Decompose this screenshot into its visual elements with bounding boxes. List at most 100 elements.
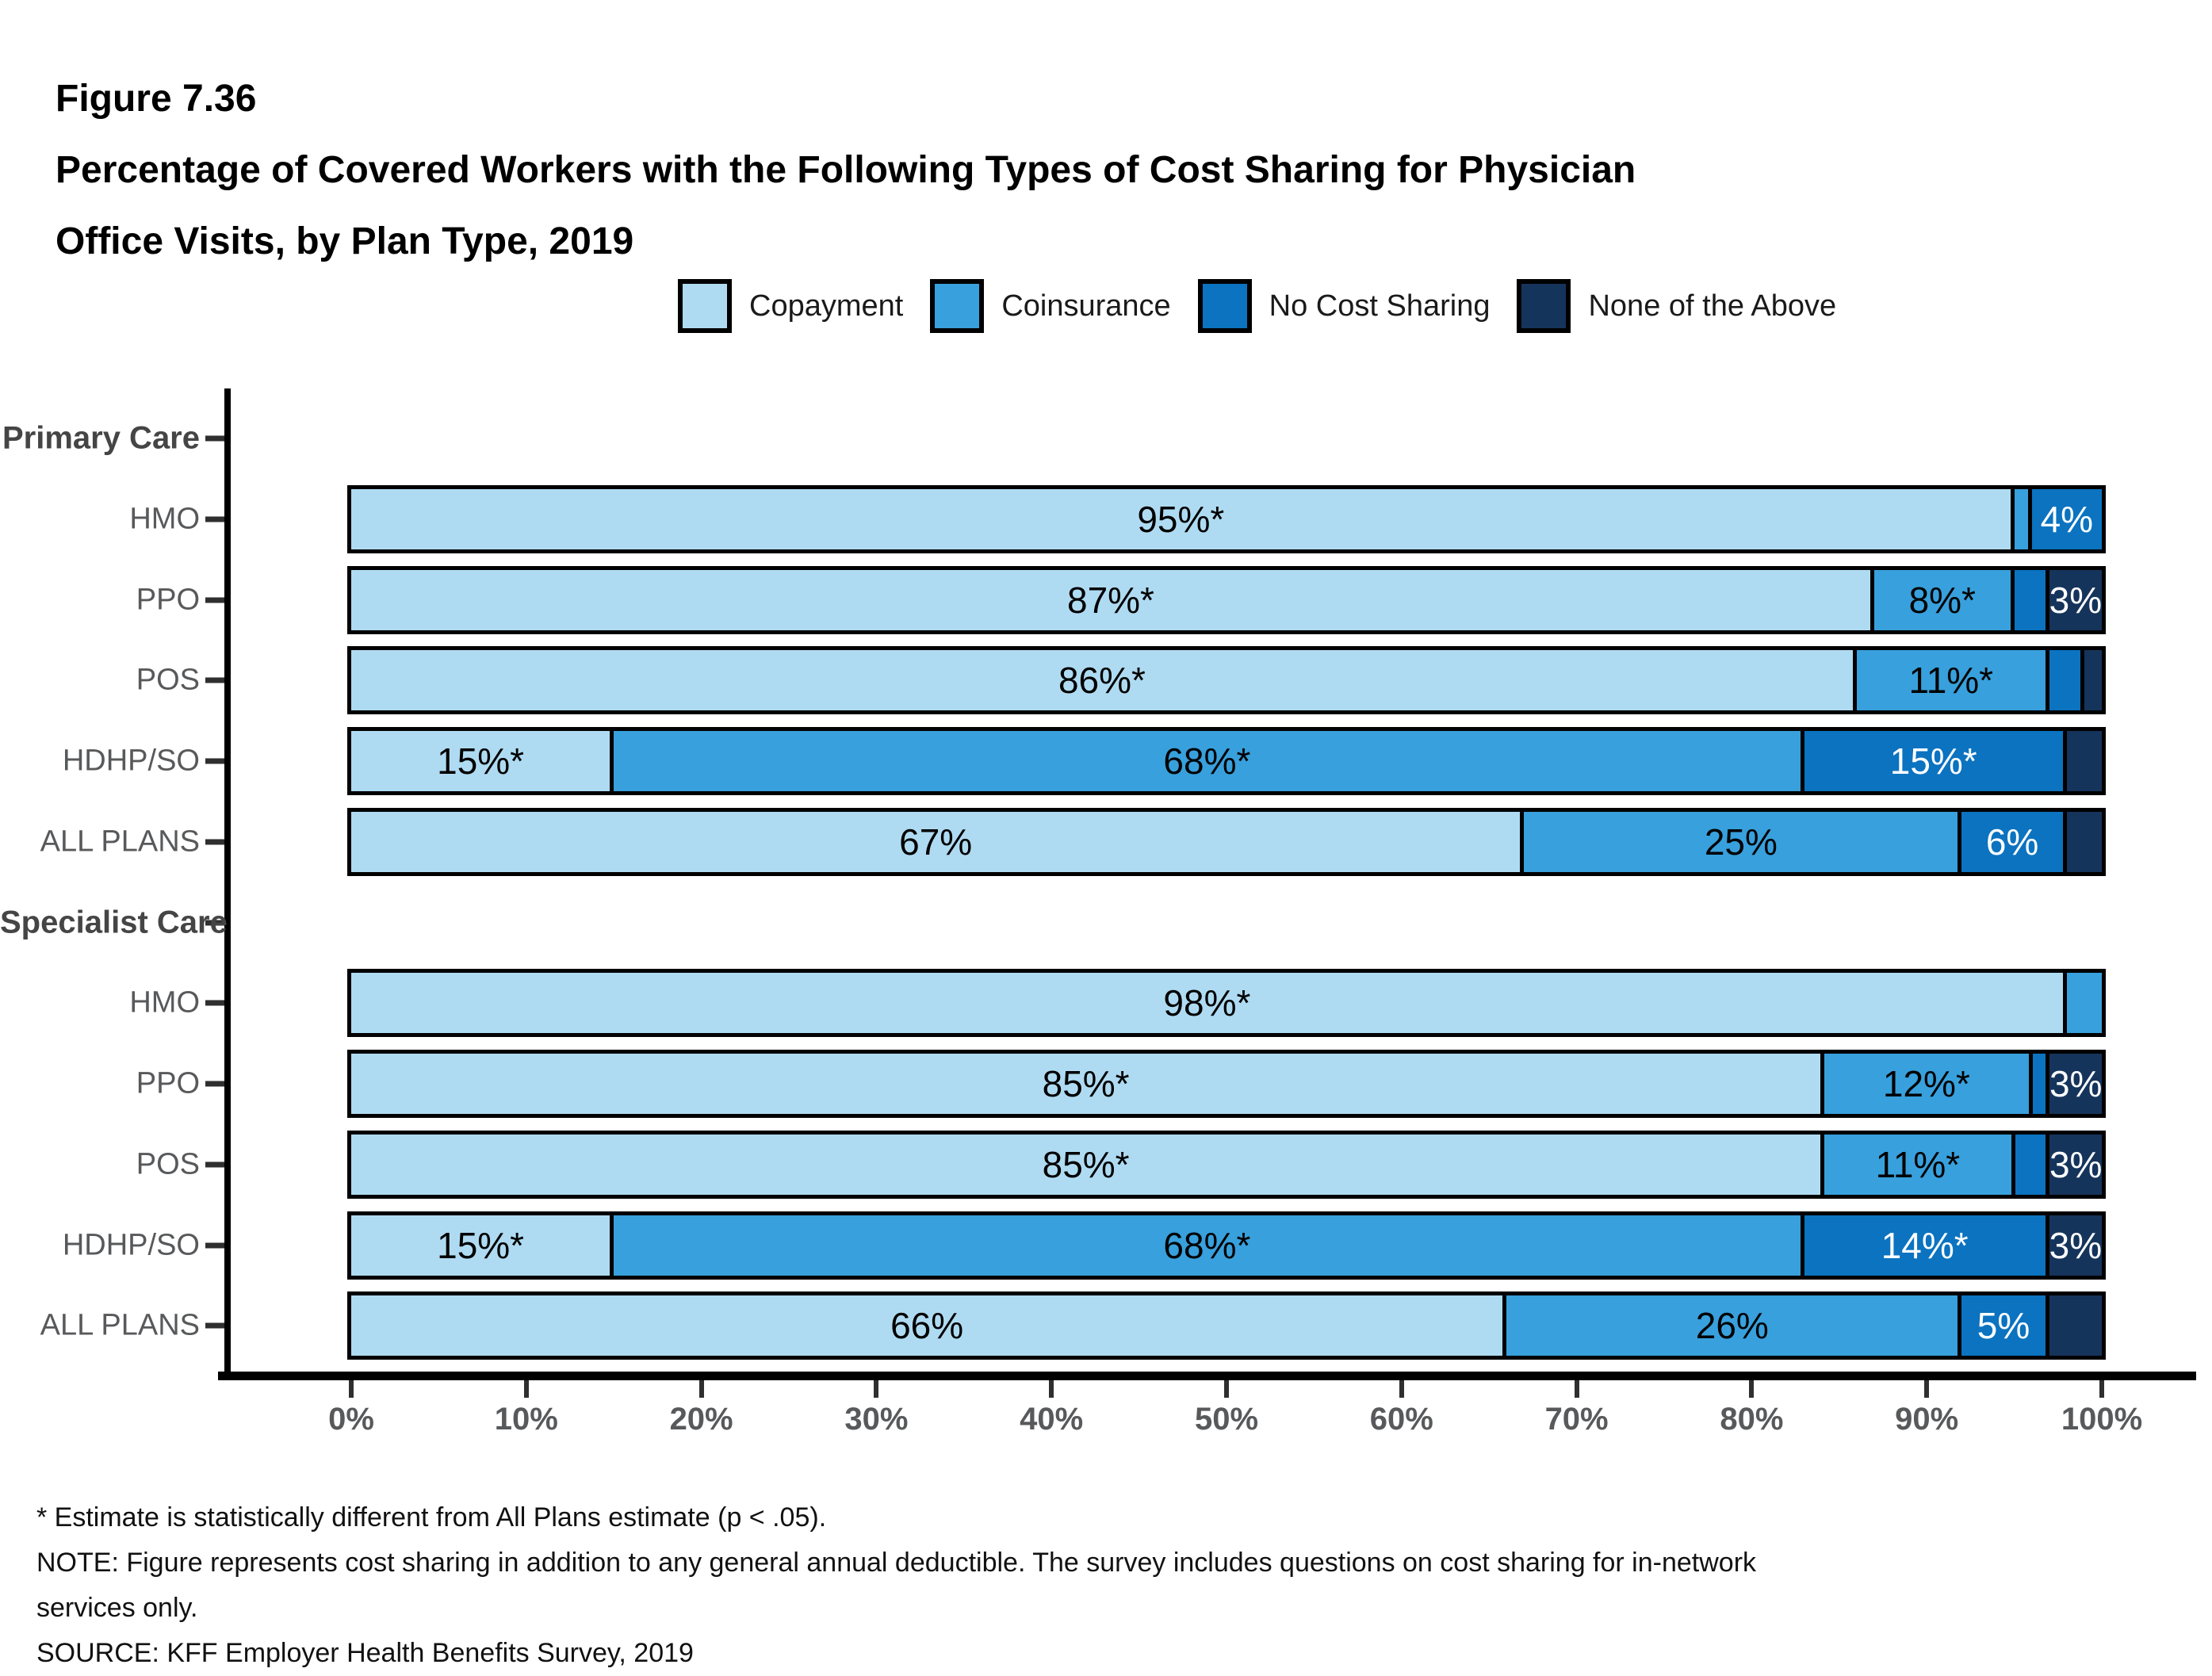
segment-coinsurance: 26% [1506,1295,1962,1356]
row-specialist-care-ppo: PPO 85%* 12%* 3% [0,1043,2212,1124]
segment-value-label: 14%* [1881,1224,1969,1266]
footnote-source: SOURCE: KFF Employer Health Benefits Sur… [36,1638,694,1668]
footnote-note-line1: NOTE: Figure represents cost sharing in … [36,1548,1757,1578]
segment-no-cost-sharing: 4% [2031,488,2102,549]
footnote-note-line2: services only. [36,1593,198,1623]
row-primary-care-ppo: PPO 87%* 8%* 3% [0,560,2212,641]
bar-specialist-care-hdhp-so: 15%* 68%* 14%* 3% [347,1211,2106,1280]
row-primary-care-hdhp-so: HDHP/SO 15%* 68%* 15%* [0,721,2212,802]
segment-copayment: 85%* [351,1054,1825,1114]
x-tick-label: 0% [328,1402,374,1437]
x-tick-label: 100% [2061,1402,2143,1437]
x-axis-tick [349,1380,354,1398]
y-axis-tick [205,1081,224,1087]
segment-no-cost-sharing: 6% [1961,811,2067,872]
group-header-label: Specialist Care [0,905,228,939]
segment-value-label: 11%* [1908,660,1994,702]
x-tick-label: 40% [1020,1402,1084,1437]
segment-value-label: 25% [1704,821,1778,863]
x-axis-tick [1749,1380,1755,1398]
segment-value-label: 98%* [1163,982,1251,1024]
segment-copayment: 66% [351,1295,1507,1356]
segment-no-cost-sharing: 14%* [1804,1215,2049,1276]
segment-value-label: 4% [2040,498,2094,540]
y-axis-tick [205,758,224,764]
row-primary-care-pos: POS 86%* 11%* [0,640,2212,721]
coinsurance-swatch-icon [930,279,985,333]
group-header-primary-care: Primary Care [0,398,2212,479]
segment-value-label: 85%* [1042,1063,1130,1104]
figure-label: Figure 7.36 [55,78,257,120]
segment-coinsurance: 8%* [1873,569,2015,630]
segment-copayment: 87%* [351,569,1874,630]
segment-value-label: 3% [2049,579,2103,621]
x-axis-tick [1924,1380,1930,1398]
segment-value-label: 15%* [437,740,525,782]
x-tick-label: 80% [1720,1402,1784,1437]
row-label: HMO [129,985,200,1020]
row-label: HDHP/SO [62,744,200,778]
legend-label: None of the Above [1588,289,1837,323]
segment-value-label: 87%* [1066,579,1154,621]
legend-item-copayment: Copayment [678,279,903,333]
y-axis-tick [205,435,224,442]
segment-none-of-the-above [2049,1295,2102,1356]
figure-title-line1: Percentage of Covered Workers with the F… [55,149,1636,191]
x-axis-tick [1574,1380,1579,1398]
segment-copayment: 67% [351,811,1525,872]
segment-copayment: 95%* [351,488,2015,549]
bar-primary-care-hdhp-so: 15%* 68%* 15%* [347,727,2106,795]
segment-coinsurance: 11%* [1856,650,2049,711]
segment-none-of-the-above [2066,731,2102,791]
segment-copayment: 15%* [351,731,614,791]
row-specialist-care-pos: POS 85%* 11%* 3% [0,1124,2212,1205]
x-axis-line [218,1372,2196,1380]
copayment-swatch-icon [678,279,732,333]
segment-none-of-the-above: 3% [2049,569,2103,630]
legend-label: No Cost Sharing [1269,289,1491,323]
none-of-the-above-swatch-icon [1517,279,1571,333]
x-axis-tick [698,1380,704,1398]
row-specialist-care-hmo: HMO 98%* [0,962,2212,1043]
segment-copayment: 98%* [351,973,2067,1034]
segment-no-cost-sharing [2014,569,2049,630]
y-axis-tick [205,677,224,683]
x-tick-label: 30% [844,1402,909,1437]
figure-title-line2: Office Visits, by Plan Type, 2019 [55,220,634,262]
segment-value-label: 85%* [1042,1143,1130,1185]
segment-value-label: 67% [899,821,973,863]
segment-value-label: 95%* [1137,498,1225,540]
row-label: POS [136,663,200,697]
y-axis-tick [205,597,224,603]
chart-rows: Primary Care HMO 95%* 4% PPO 87%* 8%* 3% POS 86%*… [0,398,2212,1366]
segment-value-label: 11%* [1875,1143,1961,1185]
bar-specialist-care-ppo: 85%* 12%* 3% [347,1050,2106,1118]
y-axis-tick [205,516,224,522]
segment-value-label: 5% [1977,1305,2030,1347]
row-label: PPO [136,583,200,616]
legend-item-coinsurance: Coinsurance [930,279,1171,333]
group-header-specialist-care: Specialist Care [0,882,2212,963]
segment-no-cost-sharing: 5% [1961,1295,2049,1356]
row-label: PPO [136,1066,200,1100]
row-label: HDHP/SO [62,1228,200,1261]
x-tick-label: 90% [1895,1402,1959,1437]
x-tick-label: 70% [1544,1402,1609,1437]
segment-none-of-the-above: 3% [2049,1054,2102,1114]
segment-value-label: 12%* [1882,1063,1970,1104]
segment-value-label: 68%* [1163,740,1251,782]
segment-coinsurance [2014,488,2032,549]
y-axis-tick [205,1000,224,1006]
segment-value-label: 6% [1985,821,2039,863]
x-axis-tick [874,1380,879,1398]
bar-primary-care-pos: 86%* 11%* [347,646,2106,715]
segment-copayment: 86%* [351,650,1857,711]
no-cost-sharing-swatch-icon [1197,279,1252,333]
row-specialist-care-hdhp-so: HDHP/SO 15%* 68%* 14%* 3% [0,1205,2212,1286]
row-label: HMO [129,502,200,536]
bar-primary-care-ppo: 87%* 8%* 3% [347,565,2106,634]
footnote-asterisk: * Estimate is statistically different fr… [36,1502,827,1533]
segment-coinsurance [2066,973,2102,1034]
x-axis-tick [1399,1380,1404,1398]
